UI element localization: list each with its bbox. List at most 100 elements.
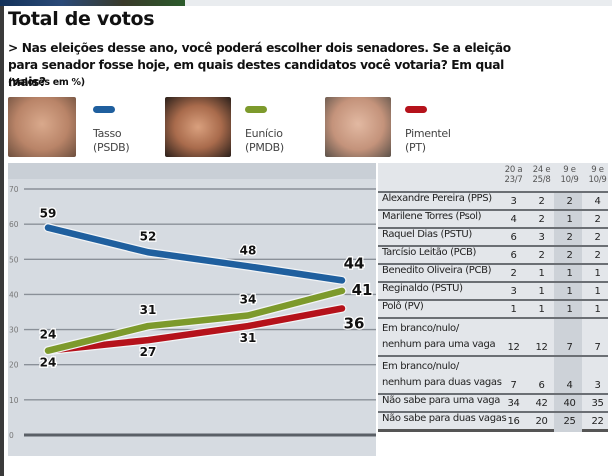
cell-value: 2 [538, 250, 545, 261]
cell-value: 12 [535, 342, 548, 353]
cell-value: 3 [510, 286, 517, 297]
cell-value: 4 [510, 214, 517, 225]
cell-value: 7 [594, 342, 601, 353]
cell-value: 2 [566, 232, 573, 243]
row-label: Reginaldo (PSTU) [382, 283, 463, 294]
cell-value: 16 [507, 416, 520, 427]
legend-name: Pimentel [405, 127, 451, 140]
table-row: Polô (PV) 1 1 1 1 [378, 299, 608, 317]
data-label: 36 [344, 314, 365, 332]
table-row: Em branco/nulo/ nenhum para duas vagas 7 6… [378, 355, 608, 393]
cell-value: 1 [566, 214, 573, 225]
candidate-photo [325, 97, 391, 157]
y-tick-label: 60 [9, 220, 19, 229]
top-strip [0, 0, 612, 6]
cell-value: 1 [566, 304, 573, 315]
legend-name: Eunício [245, 127, 283, 140]
y-tick-label: 40 [9, 290, 19, 299]
row-label: Em branco/nulo/ nenhum para uma vaga [382, 323, 496, 350]
data-label: 41 [352, 281, 373, 299]
legend-name: Tasso [93, 127, 122, 140]
legend-swatch [405, 106, 427, 113]
cell-value: 42 [535, 398, 548, 409]
cell-value: 3 [594, 380, 601, 391]
table-row: Tarcísio Leitão (PCB) 6 2 2 2 [378, 245, 608, 263]
cell-value: 6 [510, 232, 517, 243]
column-header: 24 e 25/8 [532, 165, 551, 185]
data-label: 34 [240, 293, 257, 307]
cell-value: 40 [563, 398, 576, 409]
legend-swatch [245, 106, 267, 113]
column-header: 20 a 23/7 [504, 165, 523, 185]
legend-swatch [93, 106, 115, 113]
table-row: Não sabe para duas vagas 16 20 25 22 [378, 411, 608, 429]
data-label: 27 [140, 345, 157, 359]
row-label: Tarcísio Leitão (PCB) [382, 247, 477, 258]
data-label: 52 [140, 229, 157, 243]
row-label: Benedito Oliveira (PCB) [382, 265, 492, 276]
cell-value: 6 [538, 380, 545, 391]
left-edge [0, 6, 4, 476]
y-tick-label: 30 [9, 326, 19, 335]
row-label: Marilene Torres (Psol) [382, 211, 482, 222]
row-label: Não sabe para uma vaga [382, 395, 501, 406]
legend-item-eunicio: Eunício (PMDB) [165, 97, 315, 159]
column-shade [554, 163, 582, 432]
cell-value: 1 [594, 286, 601, 297]
units-note: (Valores em %) [8, 77, 85, 88]
cell-value: 1 [510, 304, 517, 315]
row-label: Alexandre Pereira (PPS) [382, 193, 492, 204]
cell-value: 1 [594, 268, 601, 279]
chart-header-bar [8, 163, 376, 179]
cell-value: 2 [594, 250, 601, 261]
y-tick-label: 20 [9, 361, 19, 370]
table-row: Alexandre Pereira (PPS) 3 2 2 4 [378, 191, 608, 209]
series-line [44, 224, 346, 284]
table-header: 20 a 23/7 24 e 25/8 9 e 10/9 9 e 10/9 [378, 163, 608, 191]
column-header: 9 e 10/9 [560, 165, 579, 185]
header-photo [0, 0, 185, 6]
table-row: Não sabe para uma vaga 34 42 40 35 [378, 393, 608, 411]
data-label: 31 [240, 331, 257, 345]
cell-value: 20 [535, 416, 548, 427]
cell-value: 2 [566, 196, 573, 207]
data-label: 24 [40, 328, 57, 342]
cell-value: 2 [594, 214, 601, 225]
cell-value: 1 [538, 304, 545, 315]
data-label: 31 [140, 303, 157, 317]
series-line [44, 305, 346, 354]
question-text: > Nas eleições desse ano, você poderá es… [8, 41, 511, 89]
row-label: Raquel Dias (PSTU) [382, 229, 472, 240]
series-line [44, 287, 346, 354]
cell-value: 22 [591, 416, 604, 427]
legend-item-pimentel: Pimentel (PT) [325, 97, 475, 159]
cell-value: 6 [510, 250, 517, 261]
cell-value: 7 [566, 342, 573, 353]
other-candidates-table: 20 a 23/7 24 e 25/8 9 e 10/9 9 e 10/9 Alexan… [378, 163, 608, 432]
table-row: Raquel Dias (PSTU) 6 3 2 2 [378, 227, 608, 245]
cell-value: 2 [566, 250, 573, 261]
row-label: Polô (PV) [382, 301, 424, 312]
cell-value: 1 [538, 286, 545, 297]
table-row: Benedito Oliveira (PCB) 2 1 1 1 [378, 263, 608, 281]
table-bottom-rule [378, 429, 608, 432]
cell-value: 2 [510, 268, 517, 279]
cell-value: 1 [594, 304, 601, 315]
cell-value: 1 [566, 268, 573, 279]
cell-value: 12 [507, 342, 520, 353]
column-header: 9 e 10/9 [588, 165, 607, 185]
data-label: 44 [344, 254, 365, 272]
cell-value: 7 [510, 380, 517, 391]
table-row: Reginaldo (PSTU) 3 1 1 1 [378, 281, 608, 299]
cell-value: 4 [594, 196, 601, 207]
candidate-photo [165, 97, 231, 157]
legend-party: (PMDB) [245, 141, 284, 154]
cell-value: 35 [591, 398, 604, 409]
cell-value: 2 [538, 196, 545, 207]
cell-value: 3 [510, 196, 517, 207]
data-label: 48 [240, 243, 257, 257]
table-row: Marilene Torres (Psol) 4 2 1 2 [378, 209, 608, 227]
y-tick-label: 10 [9, 396, 19, 405]
y-tick-label: 70 [9, 185, 19, 194]
y-tick-label: 0 [9, 431, 14, 440]
